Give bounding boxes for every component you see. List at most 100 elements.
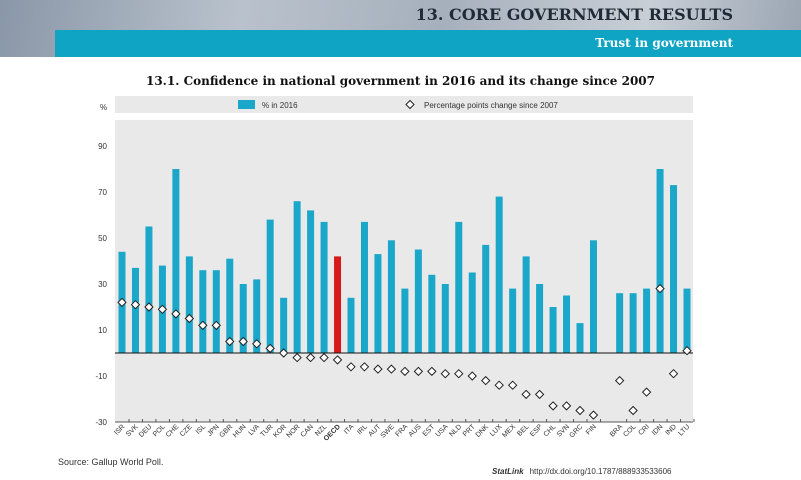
change-marker-kor <box>278 348 289 358</box>
x-tick-label: CAN <box>300 423 315 438</box>
bar-mex <box>509 288 517 353</box>
x-tick-label: SVN <box>556 423 571 438</box>
statlink-label: StatLink <box>492 467 524 476</box>
change-marker-prt <box>467 371 477 381</box>
bar-ltu <box>683 288 691 353</box>
x-tick-label: IDN <box>651 423 664 436</box>
section-title: 13. CORE GOVERNMENT RESULTS <box>415 5 733 24</box>
bar-kor <box>280 297 288 353</box>
x-tick-label: FIN <box>585 423 598 436</box>
bar-jpn <box>212 270 220 353</box>
x-tick-label: IND <box>664 423 677 436</box>
y-tick-label: 30 <box>98 280 107 289</box>
x-tick-label: NLD <box>448 423 463 438</box>
y-tick-label: -30 <box>95 418 107 427</box>
change-marker-nld <box>454 368 464 379</box>
bar-nor <box>293 201 301 353</box>
change-marker-hun <box>238 336 248 347</box>
x-tick-label: GRC <box>568 423 584 439</box>
bar-cze <box>185 256 193 353</box>
statlink[interactable]: StatLink http://dx.doi.org/10.1787/888933… <box>492 467 671 476</box>
bar-isl <box>199 270 207 353</box>
x-tick-label: POL <box>152 423 167 438</box>
change-marker-aus <box>413 366 424 377</box>
x-tick-label: GBR <box>219 423 235 439</box>
legend-box <box>115 96 693 113</box>
change-marker-isr <box>117 297 127 308</box>
change-marker-bel <box>521 389 531 400</box>
bar-oecd <box>334 256 342 353</box>
change-marker-chl <box>548 401 558 411</box>
change-marker-oecd <box>332 355 343 365</box>
x-tick-label: KOR <box>272 423 288 439</box>
bar-lux <box>495 196 503 353</box>
bar-dnk <box>482 244 490 353</box>
statlink-url[interactable]: http://dx.doi.org/10.1787/888933533606 <box>529 467 672 476</box>
x-tick-label: SVK <box>125 423 140 438</box>
change-marker-svk <box>130 299 141 310</box>
change-marker-dnk <box>481 375 491 386</box>
change-marker-esp <box>534 389 545 400</box>
bar-lva <box>253 279 261 353</box>
x-tick-label: LUX <box>489 423 504 438</box>
bar-svn <box>563 295 571 353</box>
change-marker-pol <box>157 304 168 315</box>
bar-col <box>629 293 637 353</box>
change-marker-nzl <box>319 352 329 363</box>
x-tick-label: BRA <box>609 423 624 438</box>
change-marker-ind <box>668 368 679 379</box>
bar-usa <box>441 284 449 353</box>
y-tick-label: 10 <box>98 326 107 335</box>
x-tick-label: NOR <box>286 423 302 439</box>
bar-est <box>428 274 436 353</box>
bar-ita <box>347 297 355 353</box>
x-tick-label: BEL <box>516 423 530 437</box>
bar-nzl <box>320 221 328 353</box>
x-tick-label: LVA <box>248 423 262 437</box>
change-marker-can <box>305 352 316 363</box>
y-tick-label: 70 <box>98 188 107 197</box>
y-axis-label: % <box>100 103 107 112</box>
change-marker-usa <box>440 368 451 379</box>
bar-aut <box>374 254 382 353</box>
chart-title: 13.1. Confidence in national government … <box>145 74 655 88</box>
change-marker-swe <box>386 364 397 374</box>
change-marker-est <box>427 366 437 377</box>
change-marker-cri <box>641 387 652 397</box>
x-tick-label: FRA <box>394 423 409 438</box>
x-tick-label: HUN <box>232 423 248 439</box>
bar-esp <box>536 284 544 353</box>
change-marker-idn <box>655 283 665 294</box>
bar-bel <box>522 256 530 353</box>
change-marker-deu <box>144 302 154 312</box>
bar-tur <box>266 219 274 353</box>
change-marker-gbr <box>225 336 235 347</box>
bar-chl <box>549 307 557 353</box>
change-marker-cze <box>184 313 195 324</box>
legend-swatch-bar <box>238 100 255 109</box>
bar-cri <box>643 288 651 353</box>
change-marker-bra <box>614 375 625 386</box>
bar-ind <box>670 185 678 353</box>
bar-fin <box>589 240 597 353</box>
x-tick-label: LTU <box>677 423 691 437</box>
bar-gbr <box>226 258 234 353</box>
x-tick-label: MEX <box>501 423 517 439</box>
bar-bra <box>616 293 624 353</box>
change-marker-aut <box>373 364 383 374</box>
change-marker-grc <box>575 405 585 416</box>
bar-idn <box>656 169 664 353</box>
change-marker-mex <box>507 380 518 390</box>
legend-diamond-icon <box>405 99 415 110</box>
bar-svk <box>131 267 139 353</box>
change-marker-tur <box>265 343 275 354</box>
x-tick-label: DNK <box>475 423 491 439</box>
bar-che <box>172 169 180 353</box>
x-tick-label: USA <box>435 423 450 438</box>
x-tick-label: CZE <box>179 423 194 438</box>
source-note: Source: Gallup World Poll. <box>58 457 164 467</box>
section-subtitle: Trust in government <box>595 36 733 50</box>
x-tick-label: TUR <box>259 423 274 438</box>
x-tick-label: CHL <box>543 423 558 438</box>
bar-swe <box>387 240 395 353</box>
